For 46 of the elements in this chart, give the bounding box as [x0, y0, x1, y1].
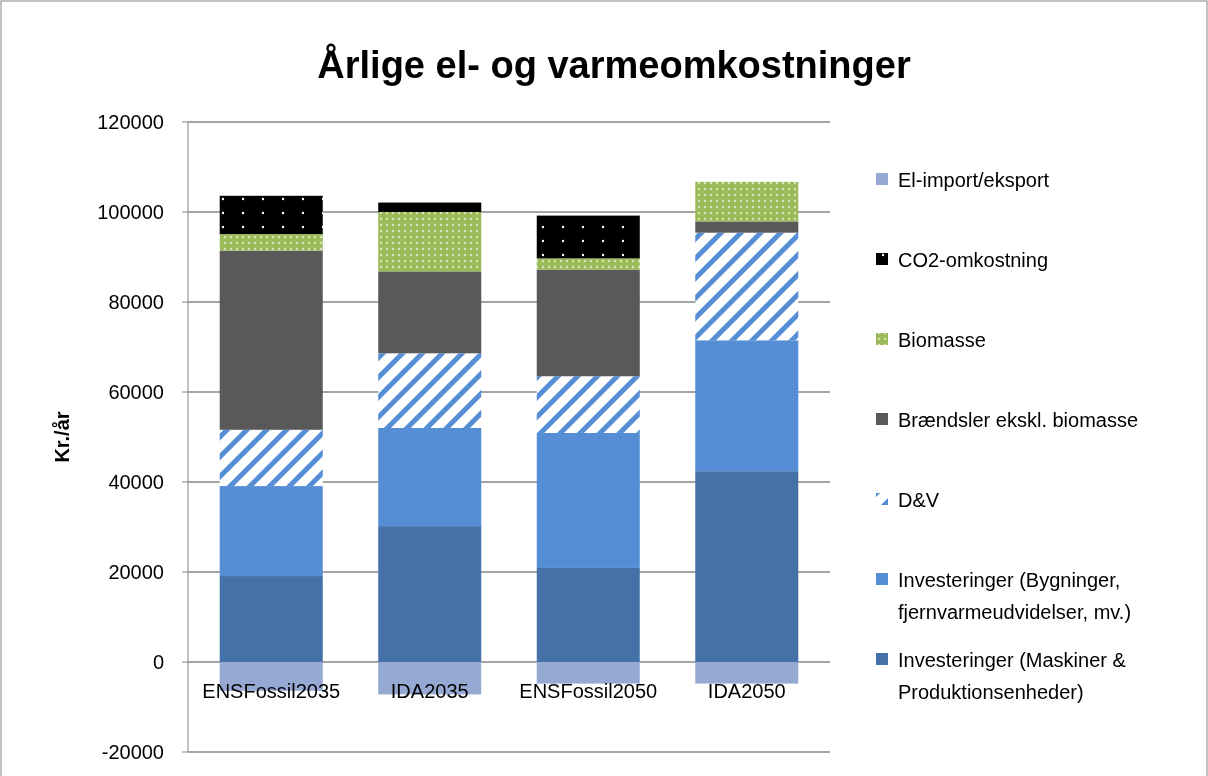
x-tick-label: IDA2050	[707, 680, 786, 702]
bar	[536, 269, 640, 377]
y-tick-label: 100000	[97, 201, 164, 223]
bar	[695, 471, 799, 662]
y-tick-label: 60000	[108, 381, 164, 403]
chart-title: Årlige el- og varmeomkostninger	[317, 43, 911, 86]
legend-label: El-import/eksport	[898, 169, 1050, 191]
bar	[219, 429, 323, 487]
bar	[695, 340, 799, 472]
bar	[378, 526, 482, 662]
bar	[219, 234, 323, 251]
bar	[536, 567, 640, 662]
bar	[219, 250, 323, 430]
bar	[536, 432, 640, 568]
y-tick-label: 40000	[108, 471, 164, 493]
bar	[378, 202, 482, 212]
x-tick-label: ENSFossil2035	[202, 680, 341, 702]
bar	[695, 232, 799, 341]
legend-label: D&V	[898, 489, 940, 511]
legend-label: Brændsler ekskl. biomasse	[898, 409, 1139, 431]
bar	[536, 662, 640, 684]
legend-label: Investeringer (Bygninger, fjernvarmeudvidelser, mv.)	[898, 569, 1132, 623]
bar	[219, 576, 323, 662]
bar	[536, 215, 640, 259]
legend-label: Investeringer (Maskiner & Produktionsenheder)	[898, 649, 1127, 703]
bar	[378, 271, 482, 354]
bar	[378, 428, 482, 527]
bar	[219, 486, 323, 577]
bar	[695, 181, 799, 222]
y-tick-label: 0	[152, 651, 164, 673]
bar	[695, 662, 799, 684]
bar	[378, 212, 482, 272]
bar	[536, 258, 640, 270]
legend-label: Biomasse	[898, 329, 986, 351]
bar	[219, 195, 323, 235]
bar	[378, 353, 482, 428]
x-tick-label: ENSFossil2050	[519, 680, 658, 702]
x-tick-label: IDA2035	[390, 680, 469, 702]
bar	[695, 221, 799, 233]
y-axis-title: Kr./år	[51, 411, 73, 463]
bar	[536, 376, 640, 433]
y-tick-label: 120000	[97, 111, 164, 133]
y-tick-label: 20000	[108, 561, 164, 583]
y-tick-label: -20000	[101, 741, 164, 763]
legend-label: CO2-omkostning	[898, 249, 1049, 271]
y-tick-label: 80000	[108, 291, 164, 313]
